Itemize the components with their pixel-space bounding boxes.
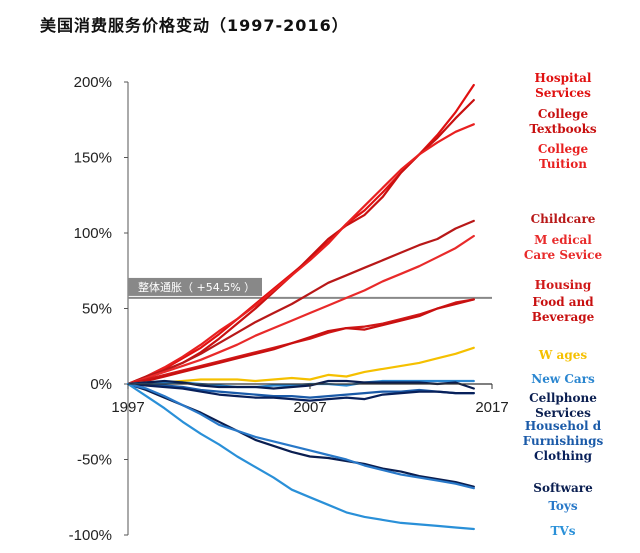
chart-title: 美国消费服务价格变动（1997-2016） (40, 16, 349, 35)
y-tick-label: 100% (74, 225, 112, 242)
series-line-toys (126, 382, 475, 490)
y-tick-label: 150% (74, 150, 112, 167)
x-tick-label: 1997 (111, 399, 144, 416)
series-label-clothing: Clothing (534, 449, 593, 463)
series-line-cellphone-services (126, 379, 475, 390)
series-label-college-textbooks: College Textbooks (529, 107, 597, 136)
series-label-toys: Toys (548, 499, 578, 513)
series-label-software: Software (533, 481, 593, 495)
y-axis: 200% 150% 100% 50% 0% -50% -100% (69, 74, 129, 544)
series-label-new-cars: New Cars (531, 372, 595, 386)
inflation-marker: 整体通胀（ +54.5% ） (128, 277, 492, 299)
series-labels: Hospital Services College Textbooks College T… (523, 71, 604, 538)
series-lines (126, 83, 475, 531)
series-label-housing: Housing (535, 278, 592, 292)
y-tick-label: -50% (77, 452, 112, 469)
series-label-cellphone-services: Cellphone Services (529, 391, 597, 420)
series-label-college-tuition: College Tuition (538, 142, 589, 171)
series-label-wages: W ages (538, 348, 587, 362)
series-line-college-tuition (126, 123, 475, 386)
x-tick-label: 2007 (293, 399, 326, 416)
inflation-label: 整体通胀（ +54.5% ） (138, 280, 255, 294)
series-line-housing (126, 298, 475, 386)
series-line-household-furnishings (126, 382, 475, 399)
series-label-food-and-beverage: Food and Beverage (532, 295, 595, 324)
series-label-medical-care-sevice: M edical Care Sevice (524, 233, 603, 262)
series-line-wages (126, 346, 475, 386)
y-tick-label: 50% (82, 301, 112, 318)
series-line-clothing (126, 382, 475, 402)
series-label-hospital-services: Hospital Services (535, 71, 592, 100)
series-line-childcare (126, 219, 475, 386)
y-tick-label: -100% (69, 527, 112, 544)
x-tick-label: 2017 (475, 399, 508, 416)
series-line-food-and-beverage (126, 298, 475, 386)
x-axis: 1997 2007 2017 (111, 384, 509, 416)
y-tick-label: 0% (90, 376, 112, 393)
series-label-household-furnishings: Househol d Furnishings (523, 419, 604, 448)
series-line-medical-care-sevice (126, 234, 475, 386)
y-tick-label: 200% (74, 74, 112, 91)
series-label-tvs: TVs (551, 524, 576, 538)
inflation-label-box (128, 277, 262, 296)
series-line-tvs (126, 382, 475, 531)
series-label-childcare: Childcare (531, 212, 596, 226)
